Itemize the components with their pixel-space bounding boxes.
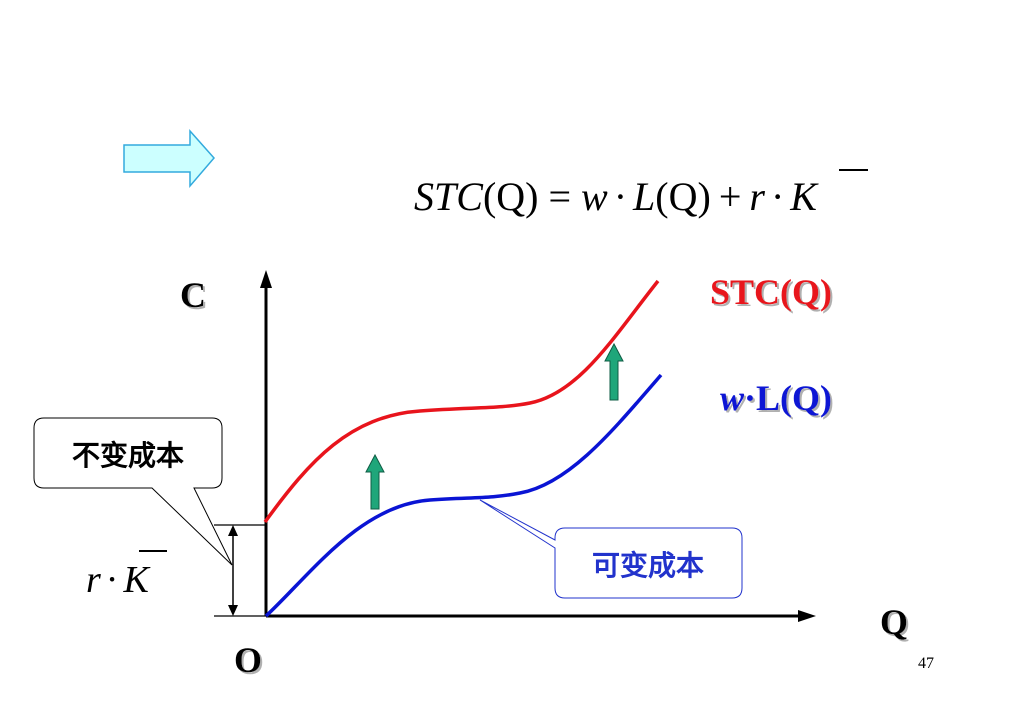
y-axis-label: C (180, 275, 206, 315)
formula-dot2: · (771, 174, 784, 219)
fixed-cost-dot: · (106, 559, 119, 601)
fixed-cost-callout-text: 不变成本 (72, 439, 184, 472)
wl-label-rest: ·L(Q) (744, 378, 832, 418)
fixed-cost-formula: r · K (86, 559, 150, 601)
fixed-cost-bracket-up-arrow (228, 525, 238, 536)
x-axis-label: Q (880, 602, 908, 642)
fixed-cost-bracket-down-arrow (228, 605, 238, 616)
shift-up-arrow-left-icon (365, 453, 385, 510)
formula-plus: + (719, 174, 742, 219)
formula-stc: STC (414, 174, 484, 219)
wl-curve (264, 373, 663, 618)
shift-up-arrow-right-icon (604, 342, 624, 401)
wl-curve-label: w·L(Q) (720, 378, 832, 418)
stc-curve (263, 279, 660, 524)
wl-label-w: w (720, 378, 745, 418)
fixed-cost-callout (33, 417, 233, 566)
formula-r: r (749, 174, 765, 219)
formula-dot1: · (614, 174, 627, 219)
formula-q1: (Q) (483, 174, 539, 219)
formula-q2: (Q) (655, 174, 711, 219)
formula-l: L (632, 174, 655, 219)
stc-curve-label: STC(Q) (710, 272, 832, 312)
x-axis-arrowhead (798, 610, 816, 622)
origin-label: O (234, 640, 262, 680)
formula: STC(Q) = w · L(Q) + r · K (414, 174, 819, 219)
formula-equals: = (548, 174, 571, 219)
fixed-cost-r: r (86, 559, 101, 601)
page-number: 47 (918, 655, 934, 672)
variable-cost-callout-text: 可变成本 (592, 549, 704, 582)
right-block-arrow-icon (123, 129, 215, 189)
fixed-cost-k: K (122, 559, 150, 601)
variable-cost-callout (479, 499, 743, 599)
formula-w: w (581, 174, 608, 219)
y-axis-arrowhead (260, 270, 272, 288)
formula-k: K (789, 174, 819, 219)
